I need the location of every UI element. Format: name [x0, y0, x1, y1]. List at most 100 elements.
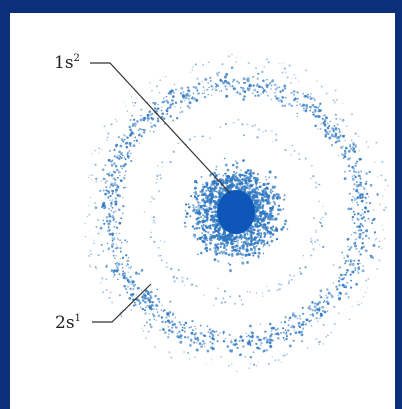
density-dot: [279, 90, 282, 93]
density-dot: [285, 337, 288, 341]
density-dot: [262, 295, 264, 297]
density-dot: [262, 350, 266, 353]
density-dot: [319, 294, 321, 297]
density-dot: [247, 253, 251, 257]
density-dot: [273, 203, 277, 206]
density-dot: [263, 235, 266, 238]
density-dot: [286, 335, 288, 338]
density-dot: [223, 243, 226, 247]
density-dot: [241, 339, 245, 343]
density-dot: [249, 174, 252, 178]
density-dot: [125, 145, 129, 149]
density-dot: [310, 238, 312, 240]
density-dot: [105, 186, 108, 189]
density-dot: [317, 308, 321, 311]
density-dot: [265, 226, 269, 230]
density-dot: [359, 222, 362, 225]
density-dot: [110, 183, 113, 186]
density-dot: [287, 282, 290, 285]
density-dot: [294, 77, 297, 79]
density-dot: [261, 225, 264, 229]
density-dot: [349, 263, 352, 265]
density-dot: [259, 211, 262, 214]
density-dot: [99, 189, 102, 192]
density-dot: [223, 157, 226, 160]
density-dot: [225, 248, 228, 252]
density-dot: [288, 319, 290, 322]
density-dot: [266, 84, 269, 87]
density-dot: [188, 101, 192, 105]
density-dot: [189, 338, 193, 342]
density-dot: [121, 154, 124, 157]
density-dot: [330, 127, 334, 131]
density-dot: [203, 334, 207, 338]
density-dot: [361, 269, 365, 273]
density-dot: [337, 295, 339, 297]
density-dot: [193, 208, 196, 211]
density-dot: [215, 72, 219, 76]
density-dot: [107, 222, 111, 225]
density-dot: [195, 209, 199, 212]
density-dot: [120, 315, 123, 318]
density-dot: [153, 198, 156, 200]
density-dot: [107, 224, 109, 226]
density-dot: [247, 334, 250, 337]
density-dot: [242, 243, 245, 246]
density-dot: [318, 301, 321, 304]
density-dot: [232, 121, 235, 124]
density-dot: [117, 177, 119, 179]
density-dot: [272, 140, 274, 143]
density-dot: [214, 88, 216, 90]
density-dot: [126, 136, 129, 139]
density-dot: [190, 331, 194, 335]
density-dot: [367, 217, 370, 220]
density-dot: [218, 252, 221, 255]
density-dot: [304, 323, 307, 326]
density-dot: [249, 230, 253, 234]
density-dot: [293, 150, 296, 152]
density-dot: [205, 189, 208, 192]
density-dot: [105, 278, 108, 281]
density-dot: [350, 207, 353, 210]
density-dot: [378, 259, 381, 262]
density-dot: [246, 79, 250, 83]
density-dot: [130, 280, 133, 283]
density-dot: [276, 230, 278, 233]
density-dot: [241, 86, 245, 90]
density-dot: [271, 130, 273, 132]
density-dot: [190, 325, 193, 328]
density-dot: [317, 110, 320, 113]
density-dot: [286, 353, 289, 356]
density-dot: [270, 209, 273, 212]
density-dot: [325, 130, 328, 134]
density-dot: [148, 300, 152, 304]
density-dot: [310, 254, 313, 257]
density-dot: [122, 101, 125, 103]
density-dot: [143, 324, 146, 327]
density-dot: [220, 250, 223, 253]
density-dot: [322, 301, 325, 304]
density-dot: [293, 93, 296, 96]
density-dot: [241, 244, 244, 247]
density-dot: [202, 214, 205, 217]
density-dot: [276, 289, 279, 292]
density-dot: [103, 204, 107, 208]
density-dot: [198, 226, 201, 230]
density-dot: [363, 296, 365, 298]
density-dot: [258, 215, 261, 217]
density-dot: [155, 182, 158, 184]
density-dot: [184, 100, 186, 102]
density-dot: [241, 123, 244, 126]
density-dot: [101, 149, 103, 151]
density-dot: [229, 241, 233, 244]
density-dot: [154, 102, 157, 105]
density-dot: [198, 210, 201, 213]
density-dot: [245, 78, 249, 81]
density-dot: [263, 187, 266, 191]
density-dot: [138, 128, 141, 130]
density-dot: [324, 135, 328, 138]
density-dot: [139, 306, 142, 309]
density-dot: [360, 229, 363, 232]
density-dot: [191, 96, 194, 99]
density-dot: [170, 267, 173, 271]
